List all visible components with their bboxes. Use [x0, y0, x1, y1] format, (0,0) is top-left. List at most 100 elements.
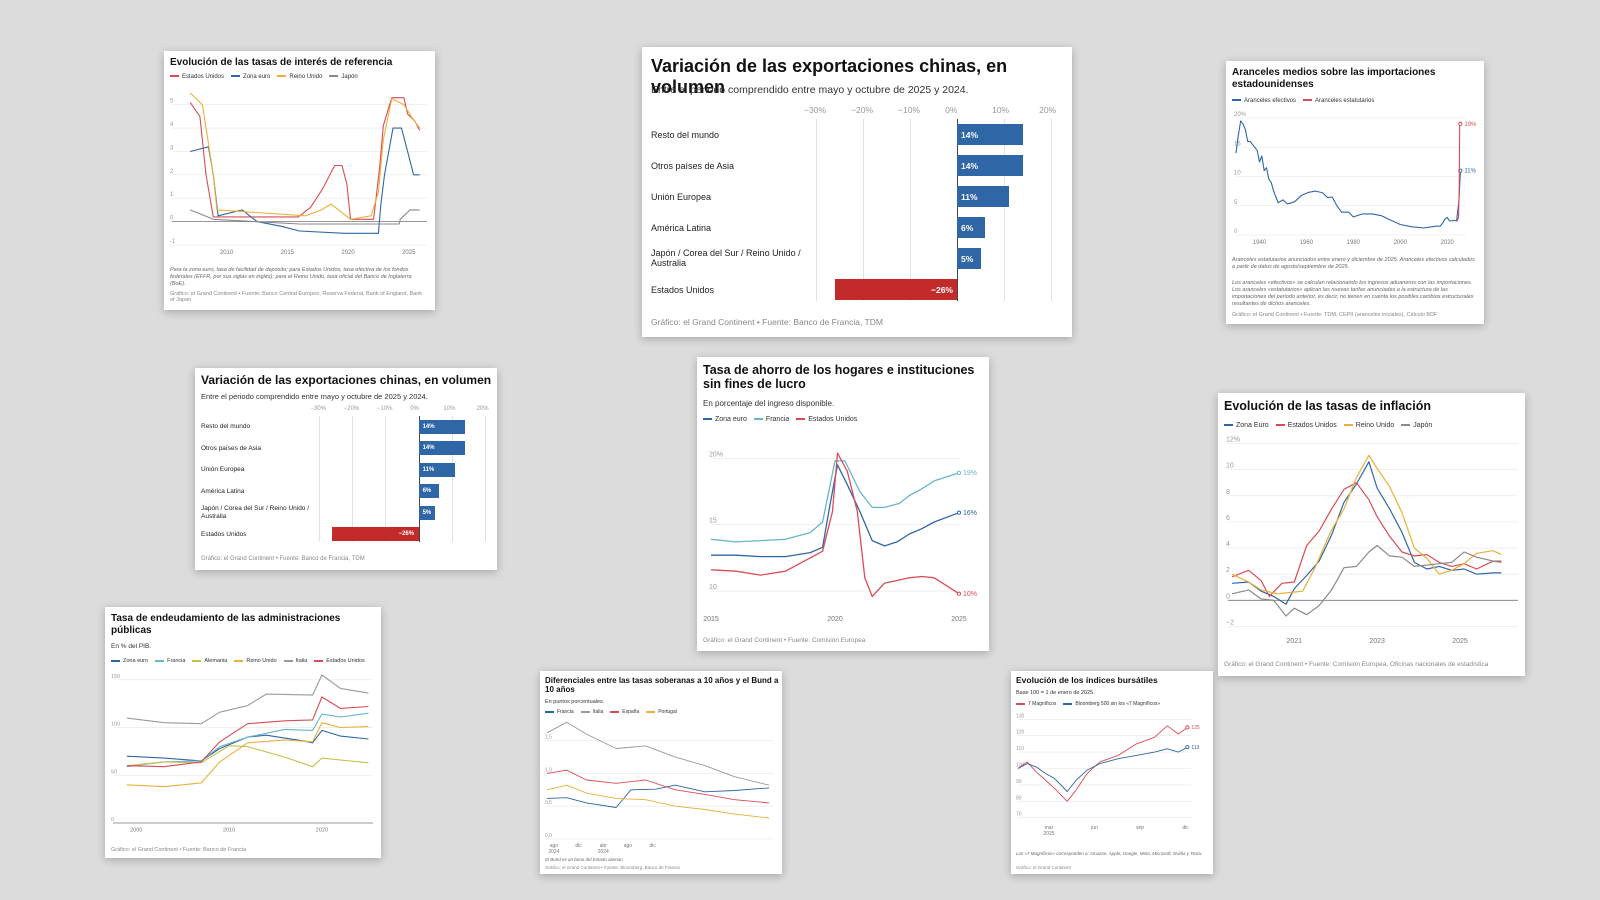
x-tick-label: 2015 [281, 250, 295, 256]
bar [834, 279, 957, 300]
chart-source: Gráfico: el Grand Continent • Fuente: Bl… [545, 865, 680, 870]
legend-item: Zona euro [231, 74, 270, 80]
card-exports-small: Variación de las exportaciones chinas, e… [195, 368, 497, 570]
chart-title: Diferenciales entre las tasas soberanas … [545, 676, 779, 695]
series-end-label: 19% [963, 470, 977, 477]
bar [957, 155, 1023, 176]
category-label: Unión Europea [201, 466, 245, 474]
legend-item: Zona Euro [1224, 422, 1269, 429]
chart-legend: Aranceles efectivos Aranceles estatutario… [1232, 98, 1381, 104]
x-tick-label: 1960 [1300, 240, 1314, 246]
series-end-marker [1185, 725, 1190, 730]
exports-bar-chart: −30% −20% −10% 0% 10% 20% Resto del mundo 14% Ot… [651, 105, 1063, 305]
gridline [319, 416, 320, 542]
legend-label: Francia [167, 658, 186, 664]
legend-label: Zona Euro [1236, 422, 1269, 429]
legend-swatch [1275, 424, 1285, 427]
chart-subtitle: Entre el periodo comprendido entre mayo … [201, 392, 428, 401]
y-tick-label: 12% [1226, 437, 1240, 444]
bar-value-label: 6% [961, 222, 974, 233]
legend-item: Francia [753, 416, 789, 423]
bar-value-label: 14% [422, 445, 435, 452]
x-tick-label: 2020 [341, 250, 355, 256]
legend-swatch [329, 75, 339, 78]
bar-value-label: 6% [422, 488, 432, 495]
bar [418, 441, 466, 456]
series-line [189, 92, 421, 220]
chart-title: Tasa de ahorro de los hogares e instituc… [703, 363, 975, 392]
legend-swatch [1232, 99, 1241, 102]
x-tick-label: 2015 [703, 616, 719, 623]
series-line [189, 97, 421, 220]
category-label: América Latina [201, 487, 245, 495]
y-tick-label: 100 [1016, 763, 1025, 769]
legend-label: Estados Unidos [326, 658, 365, 664]
chart-note: Los «7 Magníficos» corresponden a: Amazo… [1016, 851, 1203, 856]
legend-swatch [231, 75, 241, 78]
x-tick-label: sep [1136, 825, 1144, 831]
x-tick-label: −30% [804, 105, 827, 115]
gridline [485, 416, 486, 542]
legend-swatch [646, 710, 656, 713]
x-tick-label: abr [600, 843, 608, 849]
legend-label: Italia [592, 709, 604, 715]
card-public-debt: Tasa de endeudamiento de las administrac… [105, 607, 381, 858]
legend-item: Italia [580, 709, 604, 715]
legend-label: Japón [341, 74, 358, 80]
series-end-marker [956, 470, 962, 475]
chart-subtitle: En % del PIB. [111, 643, 152, 650]
legend-label: Japón [1413, 422, 1433, 429]
series-end-label: 16% [963, 510, 977, 517]
legend-label: España [622, 709, 640, 715]
series-end-label: 125 [1191, 725, 1200, 731]
legend-label: 7 Magníficos [1028, 701, 1057, 707]
series-line [1231, 544, 1502, 617]
zero-axis [418, 416, 420, 542]
series-line [126, 729, 369, 762]
chart-title: Evolución de los índices bursátiles [1016, 675, 1158, 685]
chart-source: Gráfico: el Grand Continent • Fuente: Co… [1224, 661, 1489, 668]
x-tick-label: −20% [343, 406, 360, 412]
y-tick-label: 2 [170, 169, 174, 175]
legend-swatch [277, 75, 287, 78]
series-end-label: 19% [1464, 122, 1477, 128]
category-label: Japón / Corea del Sur / Reino Unido / Au… [201, 505, 310, 520]
legend-item: España [610, 709, 639, 715]
chart-source: Gráfico: el Grand Continent • Fuente: TD… [1232, 312, 1438, 318]
legend-item: Reino Unido [1343, 422, 1394, 429]
legend-swatch [610, 710, 620, 713]
y-tick-label: 4 [170, 122, 174, 128]
legend-item: Estados Unidos [1275, 422, 1337, 429]
card-savings: Tasa de ahorro de los hogares e instituc… [697, 357, 989, 651]
legend-swatch [192, 659, 202, 662]
legend-item: Reino Unido [277, 74, 322, 80]
x-tick-label: 0% [945, 105, 958, 115]
bar-value-label: 14% [961, 160, 979, 171]
chart-title: Tasa de endeudamiento de las administrac… [111, 613, 341, 636]
legend-swatch [111, 659, 120, 662]
series-line [546, 784, 770, 819]
series-end-marker [1458, 121, 1463, 126]
legend-swatch [1016, 702, 1025, 705]
chart-note: Aranceles estatutarios anunciados entre … [1232, 257, 1475, 270]
bar-value-label: 14% [961, 129, 979, 140]
x-tick-label: 2024 [548, 849, 559, 855]
category-label: América Latina [651, 222, 712, 233]
card-exports-large: Variación de las exportaciones chinas, e… [642, 47, 1072, 337]
legend-swatch [703, 418, 712, 421]
legend-swatch [1303, 99, 1313, 102]
x-tick-label: 1980 [1347, 240, 1361, 246]
series-end-marker [1185, 745, 1190, 750]
x-tick-label: 2025 [1452, 638, 1468, 645]
card-interest-rates: Evolución de las tasas de interés de ref… [164, 51, 435, 310]
category-label: Otros países de Asia [651, 160, 735, 171]
chart-title: Evolución de las tasas de interés de ref… [170, 57, 393, 68]
y-tick-label: 8 [1226, 489, 1230, 496]
y-tick-label: 70 [1016, 812, 1022, 818]
series-line [126, 674, 369, 725]
y-tick-label: 150 [111, 674, 120, 680]
y-tick-label: 6 [1226, 515, 1230, 522]
x-tick-label: 2024 [598, 849, 609, 855]
legend-swatch [753, 418, 763, 421]
legend-swatch [155, 659, 165, 662]
